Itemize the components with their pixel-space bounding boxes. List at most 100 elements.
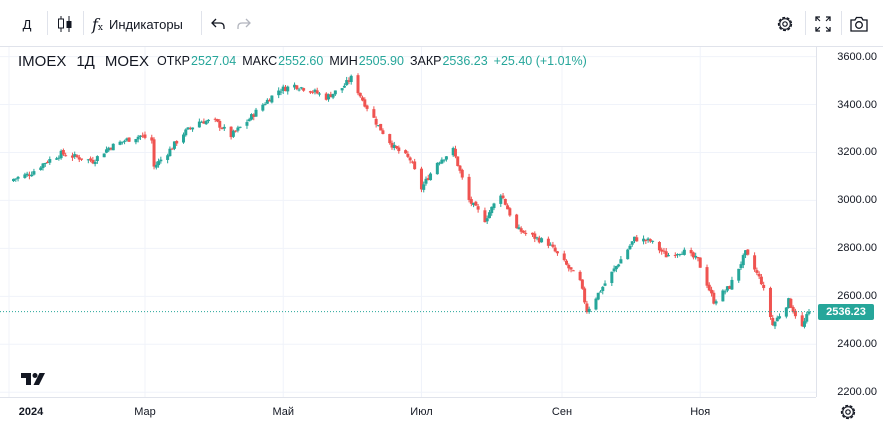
axis-settings-button[interactable] bbox=[838, 402, 858, 422]
candle-body bbox=[184, 129, 188, 136]
redo-button[interactable] bbox=[232, 7, 256, 41]
indicators-label: Индикаторы bbox=[109, 16, 183, 32]
toolbar-divider bbox=[83, 11, 84, 35]
candle-body bbox=[111, 143, 115, 151]
settings-button[interactable] bbox=[769, 7, 801, 41]
camera-icon bbox=[850, 16, 868, 32]
candle-body bbox=[499, 195, 503, 204]
candle-body bbox=[299, 87, 303, 89]
candle-body bbox=[678, 254, 682, 256]
candle-body bbox=[268, 99, 272, 102]
candle-body bbox=[358, 92, 362, 97]
candle-body bbox=[549, 244, 553, 246]
candle-body bbox=[741, 255, 745, 266]
candle-body bbox=[247, 119, 251, 122]
price-chart[interactable] bbox=[0, 47, 816, 397]
candle-body bbox=[197, 121, 201, 128]
candle-body bbox=[302, 88, 306, 91]
fullscreen-icon bbox=[815, 16, 831, 32]
candle-body bbox=[746, 249, 750, 255]
time-tick-label: Июл bbox=[410, 406, 433, 418]
candle-body bbox=[791, 307, 795, 312]
candle-body bbox=[317, 93, 321, 95]
candle-body bbox=[406, 153, 410, 157]
time-tick-label: Мар bbox=[134, 406, 156, 418]
candle-body bbox=[186, 127, 190, 130]
candle-body bbox=[143, 134, 147, 138]
time-axis[interactable]: 2024 Мар Май Июл Сен Ноя bbox=[0, 397, 816, 430]
candle-body bbox=[440, 159, 444, 164]
candle-body bbox=[800, 315, 804, 327]
fullscreen-button[interactable] bbox=[808, 7, 838, 41]
candle-body bbox=[41, 163, 45, 168]
candle-body bbox=[744, 250, 748, 256]
candle-body bbox=[442, 159, 446, 161]
candle-body bbox=[753, 255, 757, 270]
candle-body bbox=[141, 135, 145, 137]
time-tick-label: Май bbox=[272, 406, 294, 418]
candle-body bbox=[603, 283, 607, 286]
time-tick-label: Ноя bbox=[690, 406, 711, 418]
candle-body bbox=[419, 168, 423, 190]
candle-body bbox=[270, 95, 274, 103]
candle-body bbox=[775, 317, 779, 322]
candle-body bbox=[802, 321, 806, 327]
candle-body bbox=[182, 134, 186, 143]
candle-body bbox=[118, 141, 122, 145]
screenshot-button[interactable] bbox=[844, 7, 874, 41]
candle-body bbox=[458, 165, 462, 171]
price-tick-label: 3200.00 bbox=[837, 146, 877, 159]
candle-body bbox=[295, 85, 299, 90]
candle-body bbox=[698, 257, 702, 268]
candle-body bbox=[474, 201, 478, 206]
candle-body bbox=[281, 86, 285, 91]
candle-body bbox=[188, 128, 192, 130]
candle-body bbox=[535, 237, 539, 239]
candle-body bbox=[490, 206, 494, 214]
price-tick-label: 2400.00 bbox=[837, 338, 877, 351]
candle-body bbox=[252, 114, 256, 117]
candle-body bbox=[234, 130, 238, 132]
candle-body bbox=[426, 178, 430, 180]
candle-body bbox=[599, 291, 603, 293]
redo-icon bbox=[237, 18, 251, 29]
time-tick-label: Сен bbox=[551, 406, 573, 418]
candle-body bbox=[759, 276, 763, 285]
candle-body bbox=[404, 150, 408, 154]
candle-body bbox=[349, 75, 353, 83]
gear-icon bbox=[777, 16, 793, 32]
candle-body bbox=[531, 232, 535, 235]
candle-body bbox=[215, 119, 219, 122]
candle-body bbox=[422, 184, 426, 190]
candle-body bbox=[154, 164, 158, 168]
candle-body bbox=[342, 85, 346, 88]
legend-symbol[interactable]: IMOEX bbox=[18, 52, 67, 70]
indicators-button[interactable]: fx Индикаторы bbox=[89, 7, 197, 41]
candle-body bbox=[48, 159, 52, 163]
candle-body bbox=[567, 264, 571, 269]
chart-type-button[interactable] bbox=[51, 7, 79, 41]
candle-body bbox=[202, 121, 206, 124]
price-axis[interactable]: 2200.00 2400.00 2600.00 2800.00 3000.00 3200.… bbox=[816, 47, 883, 399]
candle-body bbox=[612, 268, 616, 272]
candle-body bbox=[569, 267, 573, 270]
candle-body bbox=[456, 156, 460, 167]
candle-body bbox=[540, 238, 544, 243]
candle-body bbox=[91, 159, 95, 164]
candle-body bbox=[521, 230, 525, 233]
undo-button[interactable] bbox=[206, 7, 230, 41]
candle-body bbox=[551, 244, 555, 247]
candle-body bbox=[619, 259, 623, 264]
price-tick-label: 2200.00 bbox=[837, 386, 877, 399]
candle-body bbox=[372, 109, 376, 118]
candle-body bbox=[293, 84, 297, 88]
candle-body bbox=[236, 127, 240, 131]
candle-body bbox=[249, 114, 253, 120]
candle-body bbox=[632, 236, 636, 242]
tradingview-logo[interactable] bbox=[18, 366, 48, 390]
candle-body bbox=[308, 91, 312, 93]
interval-button[interactable]: Д bbox=[10, 7, 44, 41]
candle-body bbox=[200, 121, 204, 123]
candle-body bbox=[297, 89, 301, 91]
candle-body bbox=[381, 130, 385, 134]
